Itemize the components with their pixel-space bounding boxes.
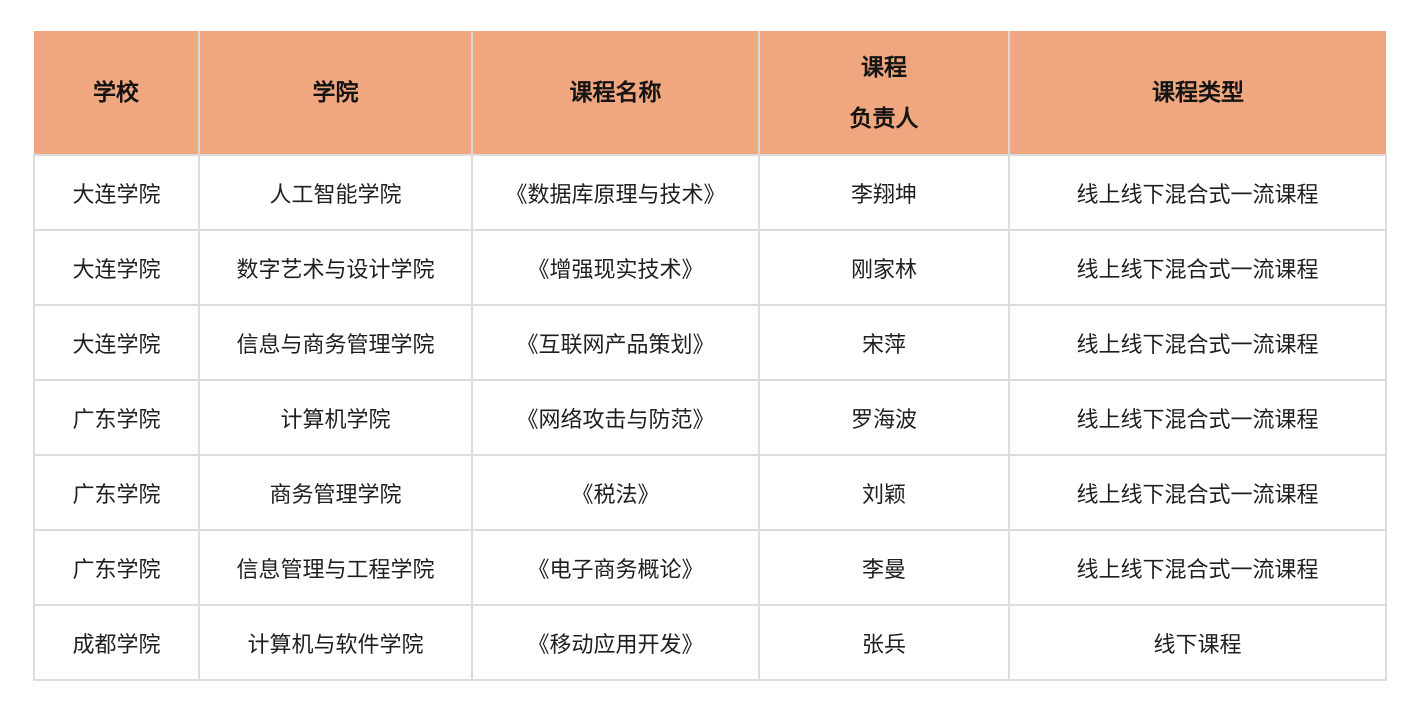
table-row: 大连学院 数字艺术与设计学院 《增强现实技术》 刚家林 线上线下混合式一流课程 <box>33 229 1387 306</box>
cell-course-type: 线上线下混合式一流课程 <box>1008 454 1387 531</box>
cell-college: 信息管理与工程学院 <box>198 529 473 606</box>
cell-school: 广东学院 <box>33 454 200 531</box>
header-leader: 课程 负责人 <box>758 31 1009 155</box>
cell-school: 大连学院 <box>33 304 200 381</box>
cell-leader: 李翔坤 <box>758 154 1010 231</box>
cell-course-type: 线上线下混合式一流课程 <box>1008 154 1387 231</box>
cell-leader: 宋萍 <box>758 304 1010 381</box>
cell-course-name: 《税法》 <box>471 454 760 531</box>
cell-course-name: 《互联网产品策划》 <box>471 304 760 381</box>
cell-leader: 罗海波 <box>758 379 1010 456</box>
table-row: 广东学院 商务管理学院 《税法》 刘颖 线上线下混合式一流课程 <box>33 454 1387 531</box>
cell-course-type: 线上线下混合式一流课程 <box>1008 529 1387 606</box>
table-row: 大连学院 信息与商务管理学院 《互联网产品策划》 宋萍 线上线下混合式一流课程 <box>33 304 1387 381</box>
table-row: 广东学院 计算机学院 《网络攻击与防范》 罗海波 线上线下混合式一流课程 <box>33 379 1387 456</box>
cell-leader: 李曼 <box>758 529 1010 606</box>
header-course-name: 课程名称 <box>471 31 759 155</box>
header-school: 学校 <box>34 31 199 155</box>
cell-course-name: 《网络攻击与防范》 <box>471 379 760 456</box>
table-row: 成都学院 计算机与软件学院 《移动应用开发》 张兵 线下课程 <box>33 604 1387 681</box>
cell-school: 广东学院 <box>33 379 200 456</box>
header-college: 学院 <box>198 31 472 155</box>
cell-leader: 刘颖 <box>758 454 1010 531</box>
cell-college: 计算机学院 <box>198 379 473 456</box>
cell-course-name: 《数据库原理与技术》 <box>471 154 760 231</box>
cell-school: 大连学院 <box>33 229 200 306</box>
cell-course-type: 线上线下混合式一流课程 <box>1008 379 1387 456</box>
cell-school: 广东学院 <box>33 529 200 606</box>
cell-college: 信息与商务管理学院 <box>198 304 473 381</box>
cell-college: 人工智能学院 <box>198 154 473 231</box>
cell-school: 成都学院 <box>33 604 200 681</box>
cell-course-type: 线上线下混合式一流课程 <box>1008 304 1387 381</box>
course-table: 学校 学院 课程名称 课程 负责人 课程类型 大连学院 人工智能学院 《数据库原… <box>33 31 1387 681</box>
table-body: 大连学院 人工智能学院 《数据库原理与技术》 李翔坤 线上线下混合式一流课程 大… <box>33 154 1387 681</box>
table-row: 大连学院 人工智能学院 《数据库原理与技术》 李翔坤 线上线下混合式一流课程 <box>33 154 1387 231</box>
cell-college: 数字艺术与设计学院 <box>198 229 473 306</box>
cell-course-name: 《电子商务概论》 <box>471 529 760 606</box>
cell-college: 商务管理学院 <box>198 454 473 531</box>
cell-course-type: 线下课程 <box>1008 604 1387 681</box>
table-row: 广东学院 信息管理与工程学院 《电子商务概论》 李曼 线上线下混合式一流课程 <box>33 529 1387 606</box>
cell-leader: 刚家林 <box>758 229 1010 306</box>
cell-leader: 张兵 <box>758 604 1010 681</box>
cell-school: 大连学院 <box>33 154 200 231</box>
cell-course-name: 《移动应用开发》 <box>471 604 760 681</box>
cell-college: 计算机与软件学院 <box>198 604 473 681</box>
header-course-type: 课程类型 <box>1008 31 1386 155</box>
cell-course-type: 线上线下混合式一流课程 <box>1008 229 1387 306</box>
cell-course-name: 《增强现实技术》 <box>471 229 760 306</box>
table-header-row: 学校 学院 课程名称 课程 负责人 课程类型 <box>34 31 1386 155</box>
